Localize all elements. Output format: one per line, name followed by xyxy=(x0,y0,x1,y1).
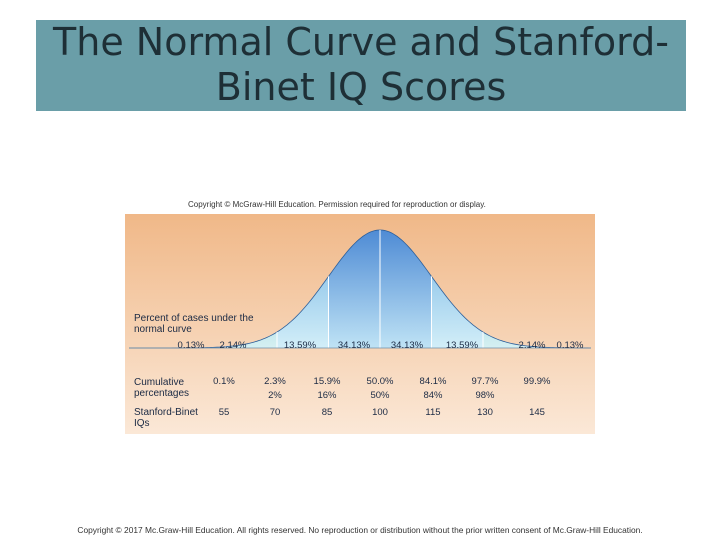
iq-score: 130 xyxy=(477,407,493,418)
cumulative-label-line-1: Cumulative xyxy=(134,377,184,388)
segment-percentage-label: 34.13% xyxy=(338,340,371,351)
iq-label-line-2: IQs xyxy=(134,418,150,429)
cases-label-line-1: Percent of cases under the xyxy=(134,313,254,324)
iq-score: 55 xyxy=(219,407,230,418)
figure-copyright: Copyright © McGraw-Hill Education. Permi… xyxy=(188,200,486,209)
title-banner: The Normal Curve and Stanford- Binet IQ … xyxy=(36,20,686,111)
cumulative-percentage: 15.9% xyxy=(314,376,341,387)
slide-title: The Normal Curve and Stanford- Binet IQ … xyxy=(36,20,686,110)
segment-percentage-label: 0.13% xyxy=(178,340,205,351)
cumulative-percentage-rounded: 2% xyxy=(268,390,282,401)
iq-score: 115 xyxy=(425,407,440,418)
iq-score: 145 xyxy=(529,407,545,418)
iq-score-row: 55 70 85 100 115 130 145 xyxy=(219,407,545,418)
cases-label-line-2: normal curve xyxy=(134,324,192,335)
iq-score: 100 xyxy=(372,407,388,418)
cumulative-percentage-rounded: 50% xyxy=(370,390,390,401)
cumulative-percentage-rounded: 84% xyxy=(423,390,443,401)
cumulative-label-line-2: percentages xyxy=(134,388,189,399)
segment-percentage-label: 2.14% xyxy=(220,340,247,351)
segment-percentage-label: 13.59% xyxy=(284,340,317,351)
cumulative-row-2: 2% 16% 50% 84% 98% xyxy=(268,390,495,401)
cumulative-percentage-rounded: 98% xyxy=(475,390,495,401)
cumulative-percentage: 0.1% xyxy=(213,376,235,387)
cumulative-percentage-rounded: 16% xyxy=(317,390,337,401)
slide-title-line-2: Binet IQ Scores xyxy=(215,65,507,109)
slide-title-line-1: The Normal Curve and Stanford- xyxy=(53,20,669,64)
segment-percentage-label: 34.13% xyxy=(391,340,424,351)
cumulative-percentage: 99.9% xyxy=(524,376,551,387)
cumulative-percentage: 50.0% xyxy=(367,376,394,387)
cumulative-percentage: 2.3% xyxy=(264,376,286,387)
iq-score: 70 xyxy=(270,407,281,418)
normal-curve-figure: Percent of cases under the normal curve … xyxy=(125,214,595,434)
sd-dividers xyxy=(225,230,535,348)
footer-copyright: Copyright © 2017 Mc.Graw-Hill Education.… xyxy=(77,525,643,535)
segment-percentage-label: 13.59% xyxy=(446,340,479,351)
segment-percentage-labels: 0.13% 2.14% 13.59% 34.13% 34.13% 13.59% 2.14% 0… xyxy=(178,340,584,351)
iq-label-line-1: Stanford-Binet xyxy=(134,407,198,418)
segment-percentage-label: 2.14% xyxy=(519,340,546,351)
cumulative-row-1: 0.1% 2.3% 15.9% 50.0% 84.1% 97.7% 99.9% xyxy=(213,376,551,387)
iq-score: 85 xyxy=(322,407,333,418)
cumulative-percentage: 84.1% xyxy=(420,376,447,387)
cumulative-percentage: 97.7% xyxy=(472,376,499,387)
segment-percentage-label: 0.13% xyxy=(557,340,584,351)
